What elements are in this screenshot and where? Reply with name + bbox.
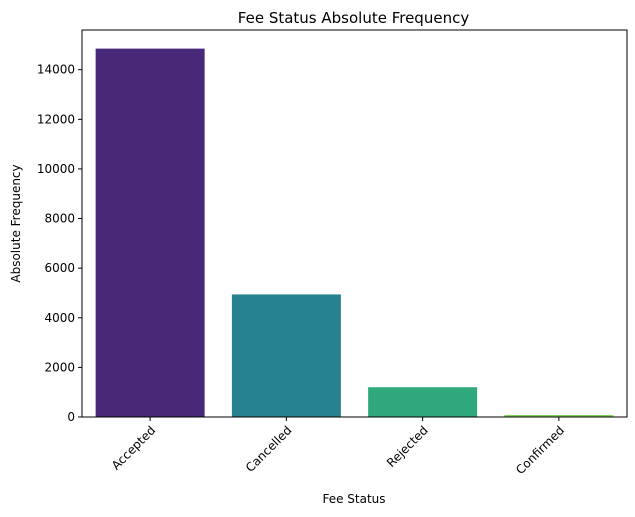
bar-accepted [95,48,205,418]
y-tick-label: 8000 [44,212,75,226]
plot-frame [81,29,628,418]
bars-group [95,48,614,418]
bar-cancelled [231,294,341,417]
y-tick-label: 0 [67,410,75,424]
bar-rejected [368,387,478,417]
y-tick-label: 6000 [44,261,75,275]
y-axis: 0 2000 4000 6000 8000 10000 12000 14000 [37,63,82,424]
y-tick-label: 4000 [44,311,75,325]
y-tick-label: 2000 [44,360,75,374]
y-tick-label: 14000 [37,63,75,77]
y-axis-label: Absolute Frequency [9,164,23,282]
y-tick-label: 12000 [37,112,75,126]
y-tick-label: 10000 [37,162,75,176]
x-axis-label: Fee Status [322,492,385,506]
bar-confirmed [504,415,614,417]
chart-title: Fee Status Absolute Frequency [238,9,470,27]
